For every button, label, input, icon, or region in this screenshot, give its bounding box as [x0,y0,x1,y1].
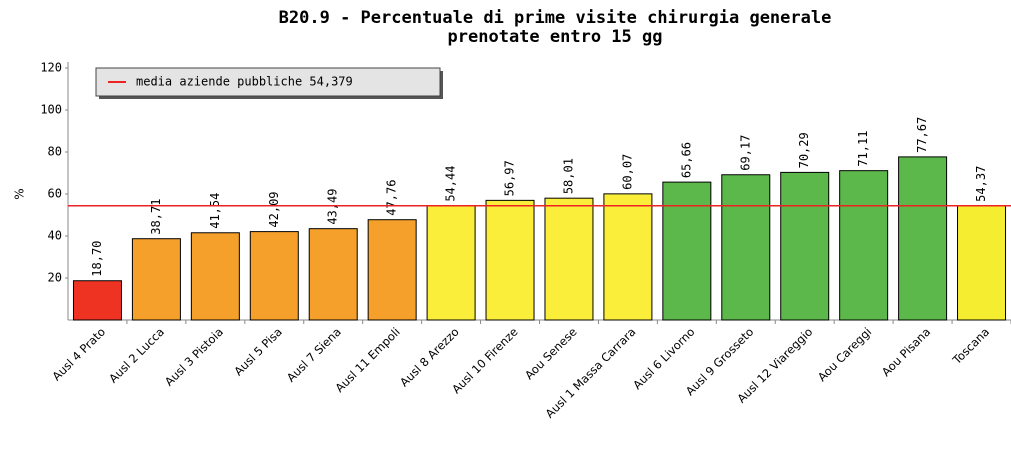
bar [367,219,417,321]
value-label: 18,70 [90,241,104,277]
legend-label: media aziende pubbliche 54,379 [136,75,353,89]
value-label: 69,17 [738,135,752,171]
x-tick-label: Ausl 7 Siena [284,325,344,385]
x-tick-label: Toscana [949,325,992,368]
bar [190,232,240,321]
x-tick-label: Aou Senese [522,325,580,383]
x-tick-label: Ausl 4 Prato [49,325,108,384]
x-tick-label: Ausl 3 Pistoia [162,325,226,389]
value-label: 77,67 [915,117,929,153]
bar [131,238,181,321]
x-tick-label: Ausl 5 Pisa [231,325,285,379]
x-tick-label: Aou Careggi [815,325,874,384]
bar [780,171,830,321]
value-label: 41,54 [208,193,222,229]
y-axis-label: % [13,188,27,199]
bar [485,199,535,321]
y-tick-label: 80 [48,145,62,159]
value-label: 56,97 [503,160,517,196]
y-tick-label: 100 [40,103,62,117]
value-label: 60,07 [620,154,634,190]
value-label: 54,44 [444,166,458,202]
bar [308,228,358,321]
legend [95,67,441,97]
value-label: 47,76 [385,180,399,216]
bar [662,181,712,321]
bar [603,193,653,321]
bar [839,170,889,321]
x-tick-label: Ausl 8 Arezzo [397,325,462,390]
value-label: 43,49 [326,189,340,225]
bar [249,231,299,321]
bar [72,280,122,321]
value-label: 54,37 [974,166,988,202]
bar [898,156,948,321]
bar [426,205,476,321]
x-tick-label: Ausl 2 Lucca [106,325,167,386]
bar [544,197,594,321]
value-label: 38,71 [149,199,163,235]
chart-title: prenotate entro 15 gg [448,27,663,47]
chart-title: B20.9 - Percentuale di prime visite chir… [279,8,832,28]
bar [721,174,771,321]
value-label: 42,09 [267,191,281,227]
bar [957,205,1007,321]
y-tick-label: 20 [48,271,62,285]
y-tick-label: 120 [40,61,62,75]
value-label: 70,29 [797,132,811,168]
y-tick-label: 60 [48,187,62,201]
value-label: 71,11 [856,131,870,167]
x-tick-label: Aou Pisana [879,325,933,379]
value-label: 58,01 [561,158,575,194]
x-tick-label: Ausl 6 Livorno [630,325,697,392]
value-label: 65,66 [679,142,693,178]
y-tick-label: 40 [48,229,62,243]
